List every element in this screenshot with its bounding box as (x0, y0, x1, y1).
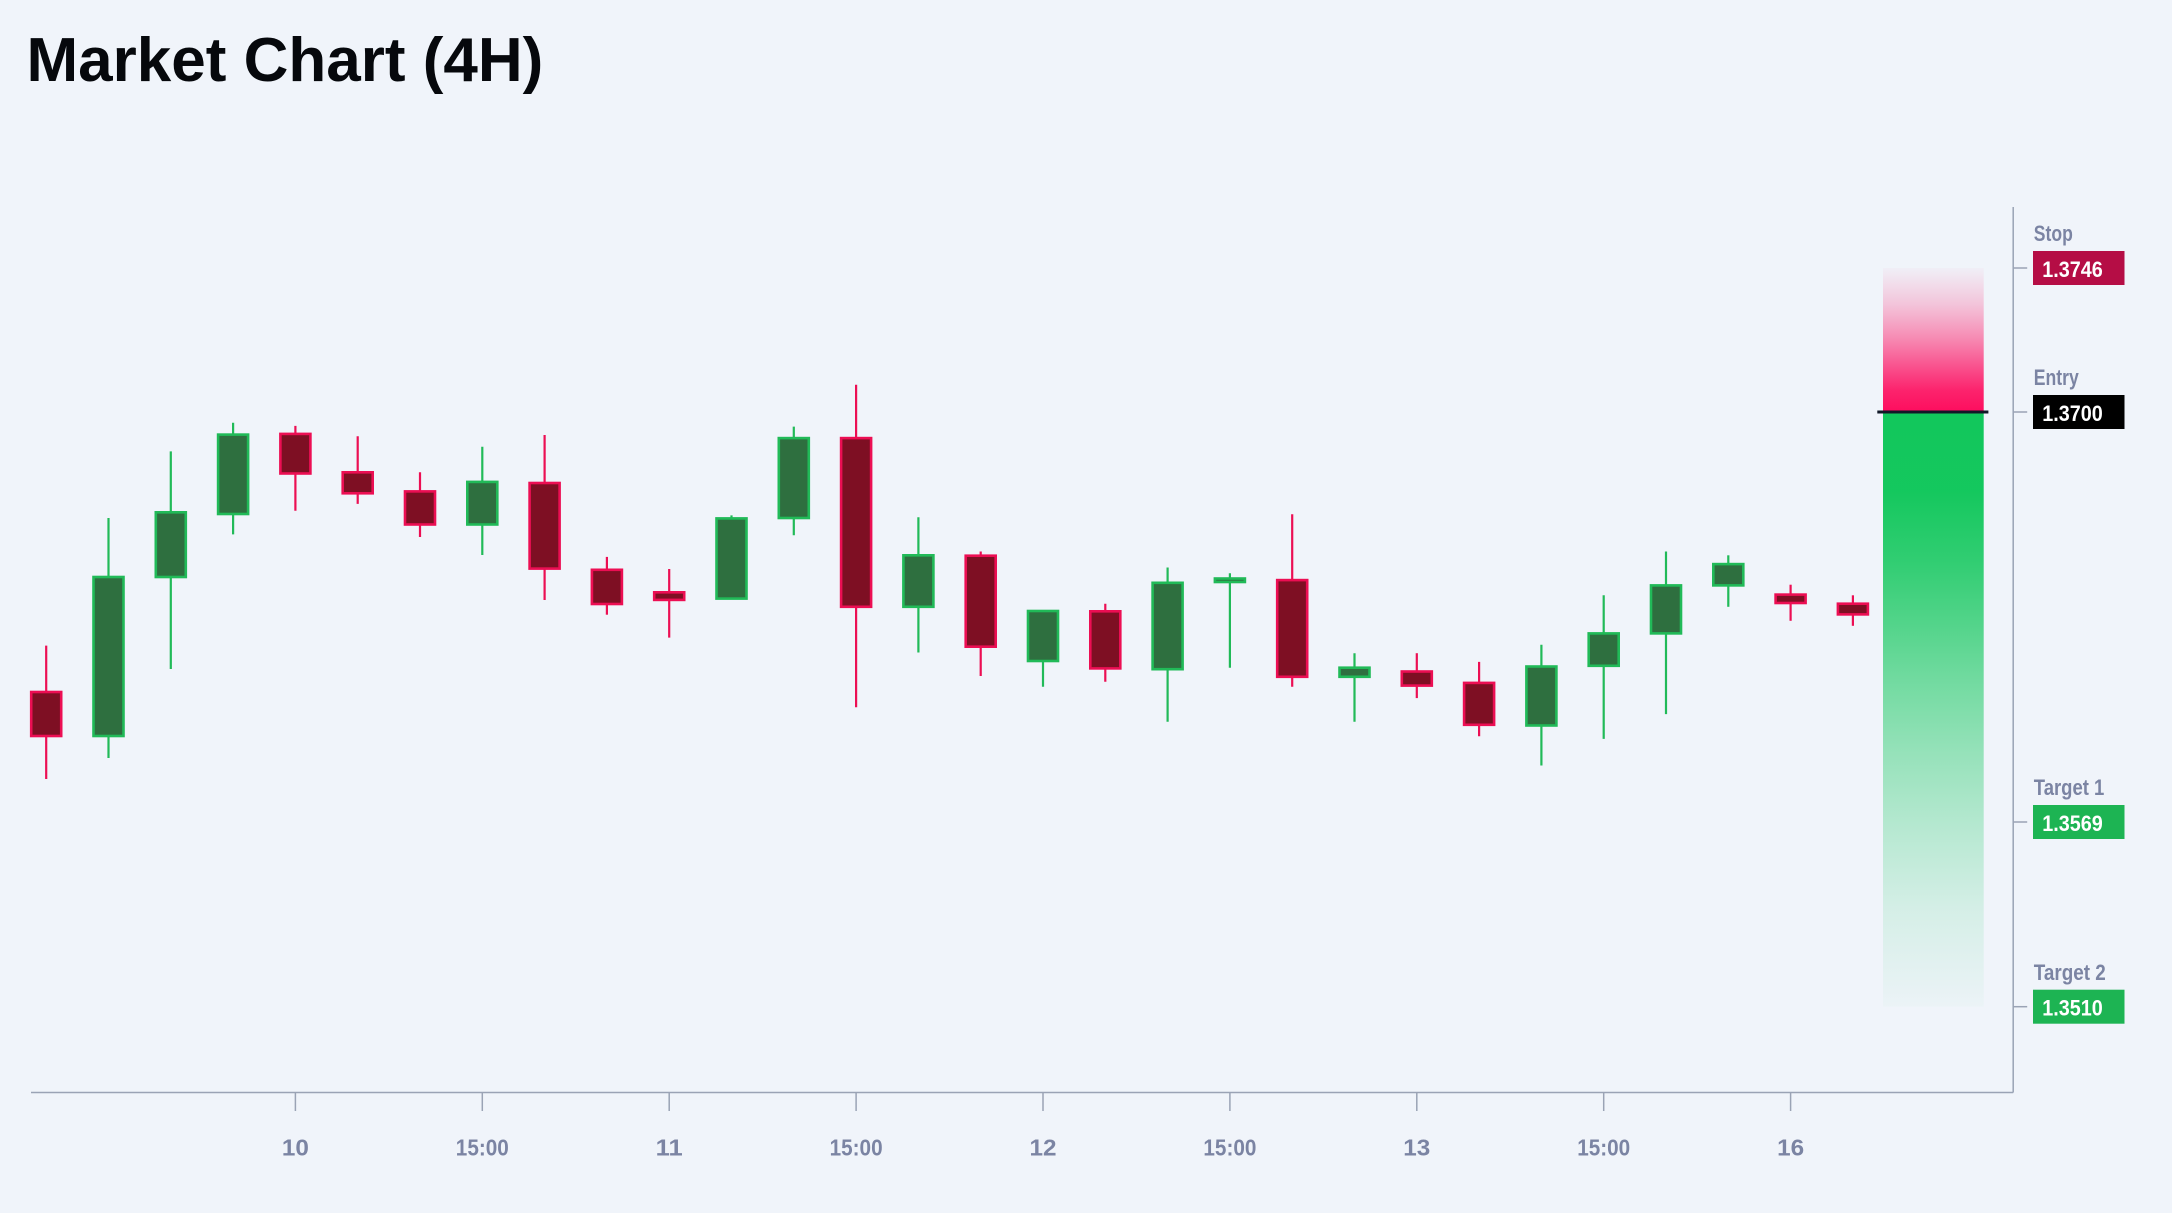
svg-text:11: 11 (656, 1135, 683, 1161)
svg-text:1.3700: 1.3700 (2042, 401, 2103, 426)
svg-text:10: 10 (282, 1135, 309, 1161)
svg-text:Stop: Stop (2034, 221, 2073, 246)
svg-text:13: 13 (1403, 1135, 1430, 1161)
svg-text:Target 1: Target 1 (2034, 775, 2105, 800)
svg-text:Entry: Entry (2034, 365, 2080, 390)
svg-text:12: 12 (1030, 1135, 1057, 1161)
svg-text:15:00: 15:00 (1203, 1135, 1256, 1161)
svg-text:16: 16 (1777, 1135, 1804, 1161)
svg-text:15:00: 15:00 (1577, 1135, 1630, 1161)
svg-text:15:00: 15:00 (830, 1135, 883, 1161)
svg-text:1.3510: 1.3510 (2042, 996, 2103, 1021)
svg-text:Market Chart (4H): Market Chart (4H) (27, 26, 544, 95)
svg-text:1.3746: 1.3746 (2042, 257, 2103, 282)
svg-text:1.3569: 1.3569 (2042, 811, 2103, 836)
svg-text:Target 2: Target 2 (2034, 960, 2106, 985)
svg-text:15:00: 15:00 (456, 1135, 509, 1161)
